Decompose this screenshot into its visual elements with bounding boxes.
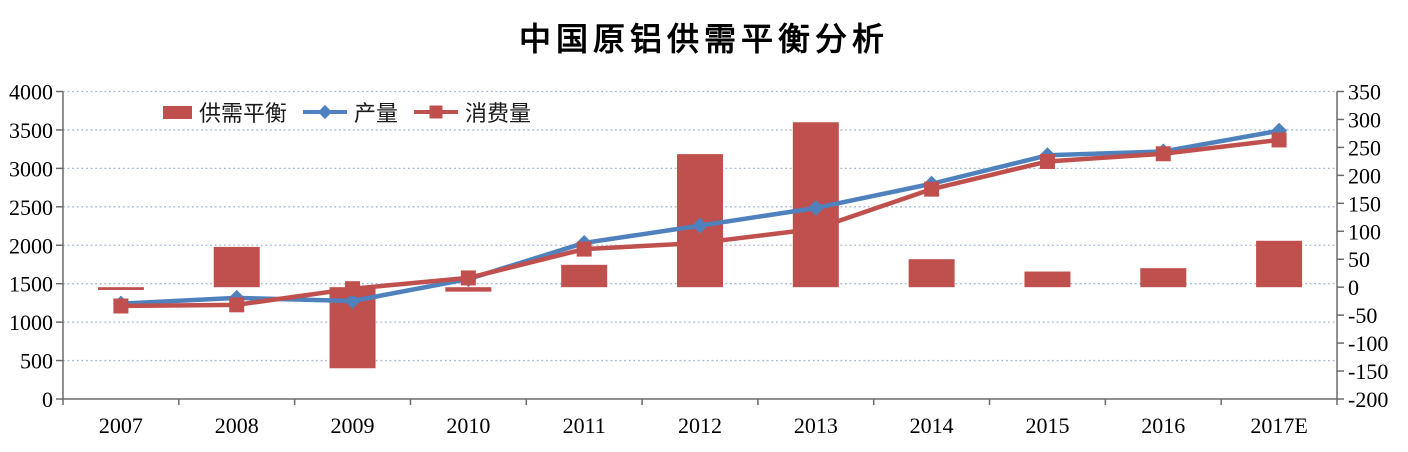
balance-bar-2017E xyxy=(1256,240,1303,288)
consumption-point-2015 xyxy=(1039,153,1055,169)
right-axis-label: 250 xyxy=(1348,135,1381,160)
left-axis-label: 1500 xyxy=(9,272,53,297)
right-axis-label: 150 xyxy=(1348,191,1381,216)
legend-item-production: 产量 xyxy=(303,96,398,128)
x-axis-label: 2010 xyxy=(446,413,490,438)
right-axis-label: -100 xyxy=(1348,331,1388,356)
balance-bar-2015 xyxy=(1024,271,1071,288)
x-axis-label: 2008 xyxy=(215,413,259,438)
legend-label-consumption: 消费量 xyxy=(465,101,532,126)
consumption-line-swatch-icon xyxy=(414,105,459,119)
consumption-point-2014 xyxy=(924,181,940,197)
production-point-2009 xyxy=(344,292,361,309)
consumption-point-2007 xyxy=(113,298,129,314)
balance-bar-2011 xyxy=(561,264,608,288)
left-axis-label: 2000 xyxy=(9,233,53,258)
right-axis-label: -150 xyxy=(1348,359,1388,384)
legend-label-production: 产量 xyxy=(354,101,399,126)
x-axis-label: 2007 xyxy=(99,413,143,438)
balance-bar-2007 xyxy=(97,287,144,290)
left-axis-label: 2500 xyxy=(9,195,53,220)
consumption-point-2009 xyxy=(345,281,361,297)
balance-bar-2016 xyxy=(1140,268,1187,288)
right-axis-label: 0 xyxy=(1348,275,1359,300)
x-axis-label: 2009 xyxy=(331,413,375,438)
consumption-point-2013 xyxy=(808,221,824,237)
right-axis-label: 200 xyxy=(1348,163,1381,188)
legend-item-balance: 供需平衡 xyxy=(163,96,287,128)
left-axis-label: 1000 xyxy=(9,310,53,335)
x-axis-label: 2017E xyxy=(1250,413,1307,438)
diamond-marker-icon xyxy=(317,104,333,120)
consumption-point-2012 xyxy=(692,235,708,251)
balance-bar-2014 xyxy=(908,259,955,288)
x-axis-label: 2011 xyxy=(563,413,606,438)
production-point-2012 xyxy=(692,217,708,234)
right-axis-label: -50 xyxy=(1348,303,1377,328)
balance-bar-2008 xyxy=(213,246,260,288)
x-axis-label: 2013 xyxy=(794,413,838,438)
left-axis-label: 0 xyxy=(42,387,53,412)
square-marker-icon xyxy=(429,105,443,119)
x-axis-label: 2012 xyxy=(678,413,722,438)
production-point-2013 xyxy=(807,199,824,216)
x-axis-label: 2016 xyxy=(1141,413,1185,438)
chart-title: 中国原铝供需平衡分析 xyxy=(518,20,889,58)
legend-item-consumption: 消费量 xyxy=(414,96,531,128)
x-axis-label: 2015 xyxy=(1025,413,1069,438)
legend-label-balance: 供需平衡 xyxy=(199,101,288,126)
right-axis-label: 350 xyxy=(1348,80,1381,105)
consumption-point-2011 xyxy=(576,241,592,257)
right-axis-label: 300 xyxy=(1348,107,1381,132)
balance-bar-swatch-icon xyxy=(163,105,192,119)
consumption-point-2008 xyxy=(229,297,245,313)
right-axis-label: 50 xyxy=(1348,247,1370,272)
production-line-swatch-icon xyxy=(303,104,348,120)
x-axis-label: 2014 xyxy=(910,413,954,438)
consumption-point-2017E xyxy=(1271,132,1287,148)
right-axis-label: -200 xyxy=(1348,387,1388,412)
consumption-point-2010 xyxy=(460,270,476,286)
consumption-point-2016 xyxy=(1155,146,1171,162)
legend: 供需平衡 产量 消费量 xyxy=(163,96,531,128)
left-axis-label: 4000 xyxy=(9,80,53,105)
left-axis-label: 500 xyxy=(20,349,53,374)
left-axis-label: 3000 xyxy=(9,156,53,181)
left-axis-label: 3500 xyxy=(9,118,53,143)
right-axis-label: 100 xyxy=(1348,219,1381,244)
balance-bar-2010 xyxy=(445,287,492,292)
